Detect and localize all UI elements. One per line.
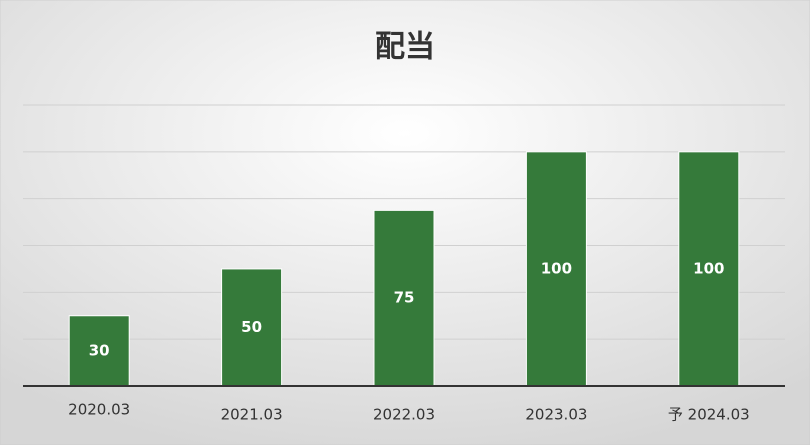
value-label: 30 [89, 341, 110, 359]
value-label: 100 [693, 259, 724, 277]
value-label: 50 [241, 318, 262, 336]
bar [221, 268, 283, 387]
x-tick-label: 2020.03 [68, 401, 130, 419]
x-tick-label: 2021.03 [221, 406, 283, 424]
value-label: 75 [394, 289, 415, 307]
bar [525, 151, 587, 387]
x-tick-label: 予 2024.03 [668, 406, 750, 424]
x-tick-label: 2023.03 [525, 406, 587, 424]
value-label: 100 [541, 259, 572, 277]
bar [68, 315, 130, 387]
chart-title: 配当 [375, 30, 435, 65]
x-tick-label: 2022.03 [373, 406, 435, 424]
bar [678, 151, 740, 387]
